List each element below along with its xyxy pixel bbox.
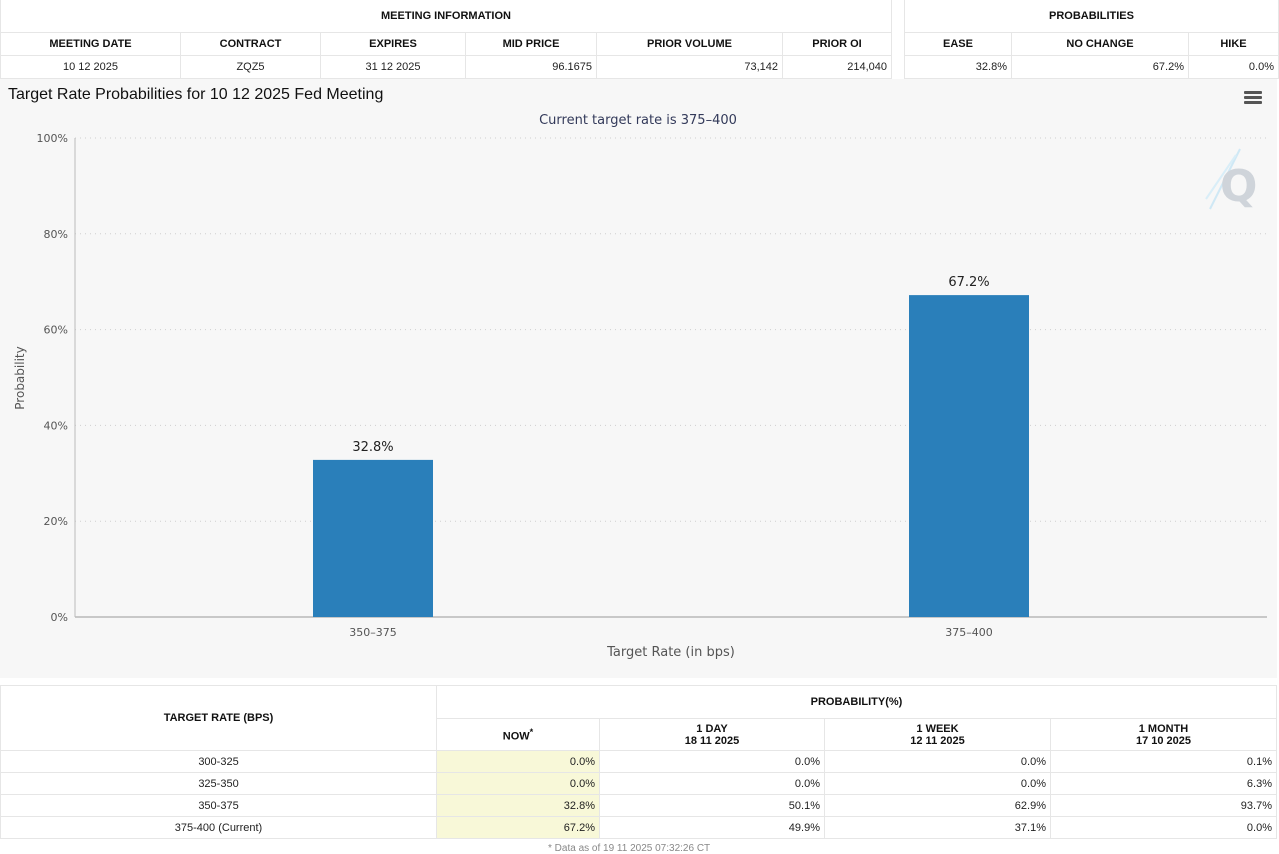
y-axis-title: Probability <box>13 346 27 409</box>
one-day-date: 18 11 2025 <box>684 734 740 747</box>
header-expires: EXPIRES <box>320 32 466 56</box>
header-no-change: NO CHANGE <box>1011 32 1189 56</box>
ease-value: 32.8% <box>904 55 1012 79</box>
y-tick-label: 80% <box>44 228 68 241</box>
prior-oi-value: 214,040 <box>782 55 892 79</box>
one-week-cell: 0.0% <box>824 772 1051 795</box>
hike-value: 0.0% <box>1188 55 1279 79</box>
prior-volume-value: 73,142 <box>596 55 783 79</box>
meeting-information-title: MEETING INFORMATION <box>0 0 892 33</box>
one-day-cell: 0.0% <box>599 772 825 795</box>
header-now: NOW* <box>436 718 600 751</box>
one-week-cell: 62.9% <box>824 794 1051 817</box>
mid-price-value: 96.1675 <box>465 55 597 79</box>
y-tick-label: 0% <box>51 611 68 624</box>
now-cell: 0.0% <box>436 772 600 795</box>
header-mid-price: MID PRICE <box>465 32 597 56</box>
now-cell: 67.2% <box>436 816 600 839</box>
one-month-date: 17 10 2025 <box>1135 734 1192 747</box>
rate-cell: 350-375 <box>0 794 437 817</box>
header-1-week: 1 WEEK 12 11 2025 <box>824 718 1051 751</box>
table-row: 350-375 32.8% 50.1% 62.9% 93.7% <box>0 794 1277 817</box>
one-month-label: 1 MONTH <box>1138 722 1189 735</box>
y-tick-label: 20% <box>44 515 68 528</box>
one-month-cell: 6.3% <box>1050 772 1277 795</box>
now-cell: 32.8% <box>436 794 600 817</box>
header-prior-volume: PRIOR VOLUME <box>596 32 783 56</box>
one-month-cell: 0.1% <box>1050 750 1277 773</box>
expires-value: 31 12 2025 <box>320 55 466 79</box>
y-tick-label: 100% <box>37 132 68 145</box>
header-meeting-date: MEETING DATE <box>0 32 181 56</box>
meeting-date-value: 10 12 2025 <box>0 55 181 79</box>
rate-cell: 300-325 <box>0 750 437 773</box>
header-ease: EASE <box>904 32 1012 56</box>
header-hike: HIKE <box>1188 32 1279 56</box>
one-week-cell: 37.1% <box>824 816 1051 839</box>
probability-history-table: TARGET RATE (BPS) PROBABILITY(%) NOW* 1 … <box>0 685 1277 839</box>
header-1-day: 1 DAY 18 11 2025 <box>599 718 825 751</box>
header-target-rate: TARGET RATE (BPS) <box>0 685 437 751</box>
q-watermark-icon: Q <box>1205 148 1257 212</box>
one-day-cell: 49.9% <box>599 816 825 839</box>
probabilities-table: PROBABILITIES EASE NO CHANGE HIKE 32.8% … <box>904 0 1279 79</box>
meeting-information-table: MEETING INFORMATION MEETING DATE CONTRAC… <box>0 0 892 79</box>
header-probability: PROBABILITY(%) <box>436 685 1277 719</box>
one-month-cell: 0.0% <box>1050 816 1277 839</box>
one-month-cell: 93.7% <box>1050 794 1277 817</box>
one-week-date: 12 11 2025 <box>910 734 965 747</box>
bar-data-label: 32.8% <box>352 440 393 455</box>
table-row: 300-325 0.0% 0.0% 0.0% 0.1% <box>0 750 1277 773</box>
header-prior-oi: PRIOR OI <box>782 32 892 56</box>
y-tick-label: 60% <box>44 324 68 337</box>
data-timestamp-footnote: * Data as of 19 11 2025 07:32:26 CT <box>548 843 711 854</box>
now-label: NOW <box>502 730 530 743</box>
bar[interactable] <box>313 459 433 617</box>
x-tick-label: 375–400 <box>945 626 993 639</box>
one-day-label: 1 DAY <box>696 722 728 735</box>
grid-lines <box>74 137 1267 618</box>
one-week-label: 1 WEEK <box>916 722 959 735</box>
now-cell: 0.0% <box>436 750 600 773</box>
x-tick-label: 350–375 <box>349 626 397 639</box>
chart-title: Target Rate Probabilities for 10 12 2025… <box>8 86 384 103</box>
no-change-value: 67.2% <box>1011 55 1189 79</box>
contract-value: ZQZ5 <box>180 55 321 79</box>
one-day-cell: 50.1% <box>599 794 825 817</box>
header-contract: CONTRACT <box>180 32 321 56</box>
watermark-text: Q <box>1220 161 1257 212</box>
one-week-cell: 0.0% <box>824 750 1051 773</box>
rate-cell: 375-400 (Current) <box>0 816 437 839</box>
y-tick-label: 40% <box>44 419 68 432</box>
table-row: 375-400 (Current) 67.2% 49.9% 37.1% 0.0% <box>0 816 1277 839</box>
bar-chart: Q 0% 20% 40% 60% 80% 100% 32.8% 350–375 67.2% 375… <box>13 113 1267 660</box>
probabilities-title: PROBABILITIES <box>904 0 1279 33</box>
chart-subtitle: Current target rate is 375–400 <box>539 113 737 128</box>
one-day-cell: 0.0% <box>599 750 825 773</box>
bar[interactable] <box>909 295 1029 617</box>
chart-panel: Q 0% 20% 40% 60% 80% 100% 32.8% 350–375 67.2% 375… <box>0 79 1277 678</box>
x-axis-title: Target Rate (in bps) <box>606 645 735 660</box>
hamburger-menu-icon[interactable] <box>1244 91 1262 105</box>
header-1-month: 1 MONTH 17 10 2025 <box>1050 718 1277 751</box>
bar-data-label: 67.2% <box>948 275 989 290</box>
now-footnote-marker: * <box>529 726 534 737</box>
table-row: 325-350 0.0% 0.0% 0.0% 6.3% <box>0 772 1277 795</box>
rate-cell: 325-350 <box>0 772 437 795</box>
